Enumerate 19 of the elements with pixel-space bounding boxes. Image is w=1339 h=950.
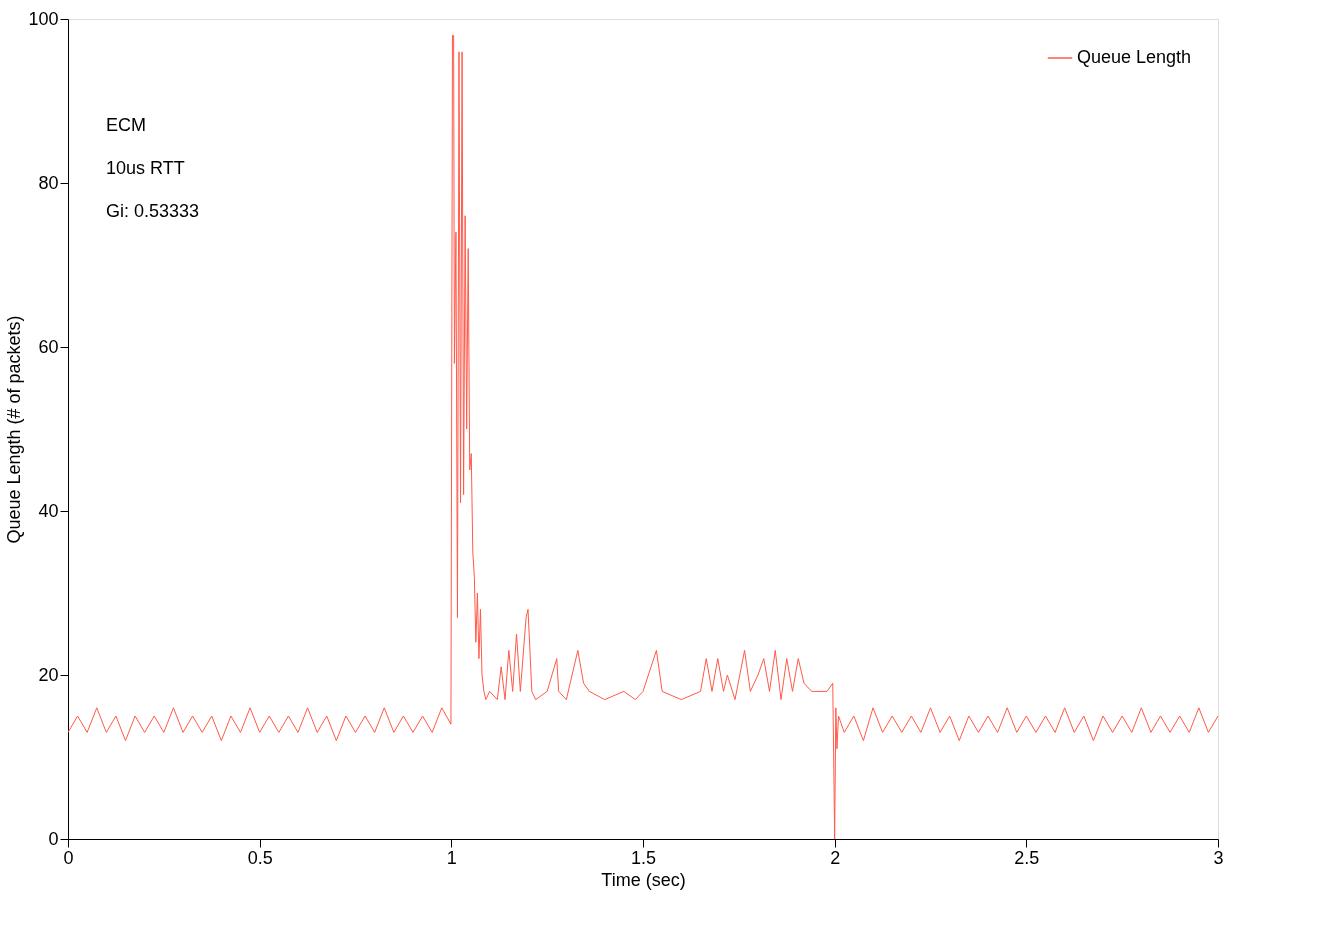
legend-label: Queue Length	[1077, 47, 1192, 67]
y-axis-title: Queue Length (# of packets)	[4, 315, 25, 544]
annotation: 10us RTT	[106, 157, 185, 178]
x-axis-title: Time (sec)	[601, 869, 686, 890]
x-tick-label: 1	[446, 847, 457, 868]
x-tick-label: 2	[830, 847, 841, 868]
y-tick-label: 100	[28, 8, 59, 29]
x-tick-label: 0	[63, 847, 74, 868]
y-tick-label: 40	[38, 500, 59, 521]
y-tick-label: 80	[38, 172, 59, 193]
y-tick-label: 20	[38, 664, 59, 685]
y-tick-label: 0	[48, 828, 59, 849]
y-tick-label: 60	[38, 336, 59, 357]
x-tick-label: 3	[1213, 847, 1224, 868]
x-tick-label: 1.5	[630, 847, 657, 868]
x-tick-label: 2.5	[1014, 847, 1040, 868]
x-tick-label: 0.5	[247, 847, 273, 868]
annotation: Gi: 0.53333	[106, 200, 200, 221]
annotation: ECM	[106, 114, 146, 135]
